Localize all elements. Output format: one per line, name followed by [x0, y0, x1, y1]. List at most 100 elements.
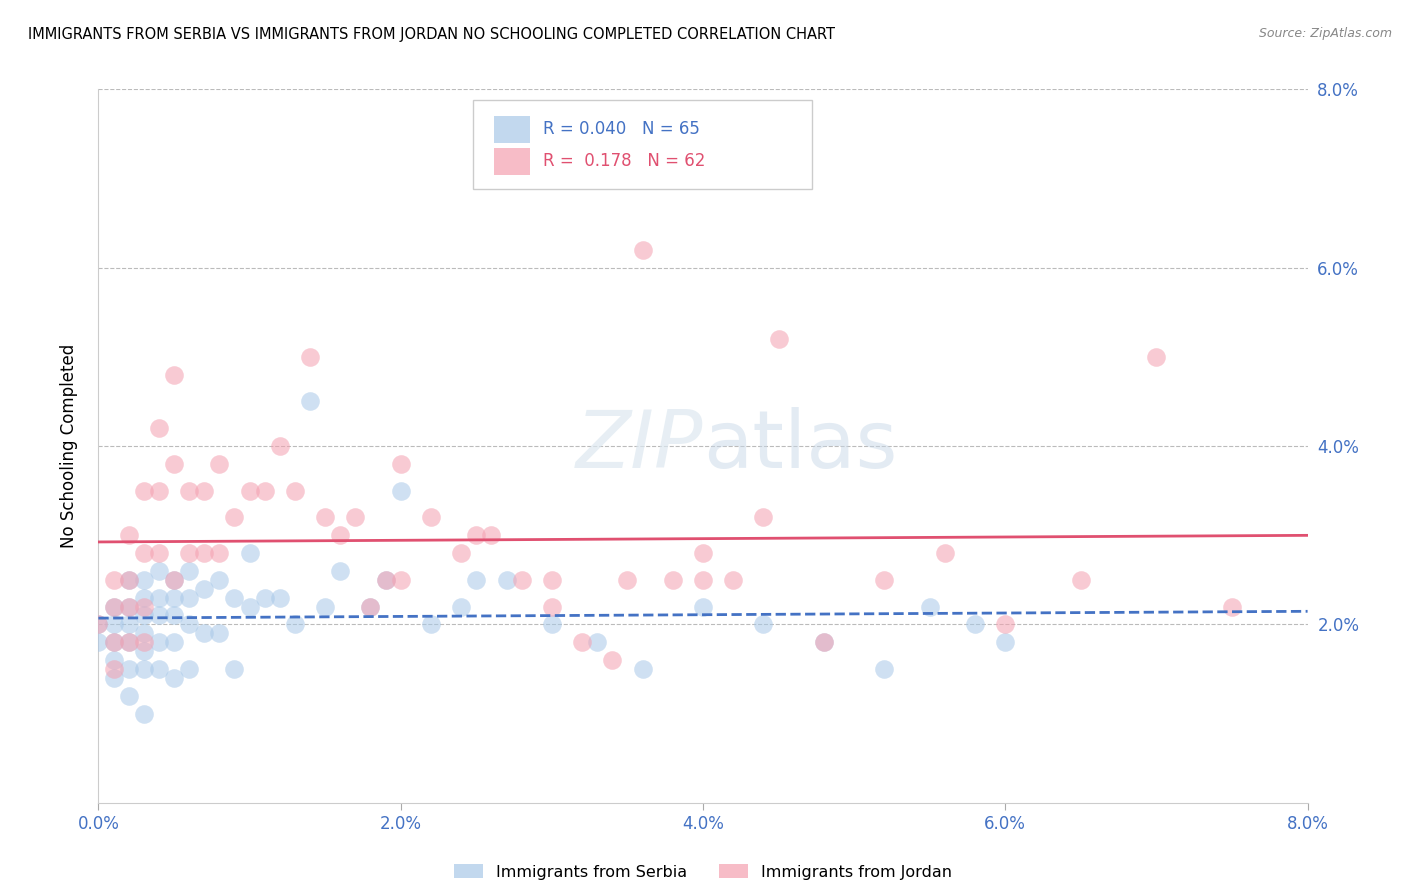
Point [87, 635, 110, 649]
Point [495, 573, 517, 587]
Point [631, 243, 654, 257]
Point [132, 706, 155, 721]
Text: R =  0.178   N = 62: R = 0.178 N = 62 [543, 153, 706, 170]
Point [132, 591, 155, 605]
Point [148, 635, 170, 649]
Point [87, 617, 110, 632]
Point [179, 564, 201, 578]
Point [118, 599, 141, 614]
Point [510, 573, 533, 587]
Point [208, 626, 231, 640]
Point [571, 635, 593, 649]
Point [132, 599, 155, 614]
Point [148, 608, 170, 623]
Point [132, 608, 155, 623]
Point [314, 599, 336, 614]
Point [692, 573, 714, 587]
Point [269, 591, 291, 605]
Point [965, 617, 987, 632]
Point [103, 599, 125, 614]
Point [118, 528, 141, 542]
Point [420, 510, 443, 524]
Point [148, 483, 170, 498]
Point [360, 599, 382, 614]
Point [103, 599, 125, 614]
Point [193, 483, 215, 498]
Point [450, 599, 472, 614]
Point [103, 573, 125, 587]
Point [299, 394, 322, 409]
Point [1220, 599, 1243, 614]
Point [873, 573, 896, 587]
Point [163, 591, 186, 605]
Point [103, 635, 125, 649]
Point [103, 653, 125, 667]
Point [163, 573, 186, 587]
FancyBboxPatch shape [474, 100, 811, 189]
Point [329, 528, 352, 542]
Point [329, 564, 352, 578]
Point [132, 546, 155, 560]
Point [208, 457, 231, 471]
Point [994, 617, 1017, 632]
Text: ZIP: ZIP [575, 407, 703, 485]
Point [224, 510, 246, 524]
Point [602, 653, 624, 667]
Point [344, 510, 367, 524]
Point [179, 546, 201, 560]
Point [148, 564, 170, 578]
Point [752, 617, 775, 632]
Point [813, 635, 835, 649]
Point [118, 689, 141, 703]
Bar [494, 148, 530, 175]
Text: R = 0.040   N = 65: R = 0.040 N = 65 [543, 120, 700, 138]
Point [118, 635, 141, 649]
Point [994, 635, 1017, 649]
Point [631, 662, 654, 676]
Point [148, 546, 170, 560]
Point [163, 573, 186, 587]
Text: atlas: atlas [703, 407, 897, 485]
Point [420, 617, 443, 632]
Point [179, 483, 201, 498]
Text: Source: ZipAtlas.com: Source: ZipAtlas.com [1258, 27, 1392, 40]
Point [934, 546, 956, 560]
Point [752, 510, 775, 524]
Point [193, 626, 215, 640]
Point [239, 483, 262, 498]
Point [541, 599, 564, 614]
Bar [494, 116, 530, 143]
Point [193, 546, 215, 560]
Text: IMMIGRANTS FROM SERBIA VS IMMIGRANTS FROM JORDAN NO SCHOOLING COMPLETED CORRELAT: IMMIGRANTS FROM SERBIA VS IMMIGRANTS FRO… [28, 27, 835, 42]
Point [132, 483, 155, 498]
Point [103, 635, 125, 649]
Point [118, 635, 141, 649]
Point [118, 573, 141, 587]
Point [148, 421, 170, 435]
Point [163, 671, 186, 685]
Point [179, 591, 201, 605]
Point [163, 368, 186, 382]
Point [481, 528, 503, 542]
Point [723, 573, 745, 587]
Point [118, 599, 141, 614]
Point [103, 671, 125, 685]
Point [87, 617, 110, 632]
Point [118, 662, 141, 676]
Point [118, 617, 141, 632]
Point [374, 573, 396, 587]
Point [224, 662, 246, 676]
Point [132, 626, 155, 640]
Point [299, 350, 322, 364]
Y-axis label: No Schooling Completed: No Schooling Completed [59, 344, 77, 548]
Point [662, 573, 685, 587]
Point [374, 573, 396, 587]
Point [253, 591, 276, 605]
Point [224, 591, 246, 605]
Point [284, 617, 307, 632]
Point [118, 573, 141, 587]
Point [103, 662, 125, 676]
Point [132, 644, 155, 658]
Point [586, 635, 609, 649]
Point [163, 608, 186, 623]
